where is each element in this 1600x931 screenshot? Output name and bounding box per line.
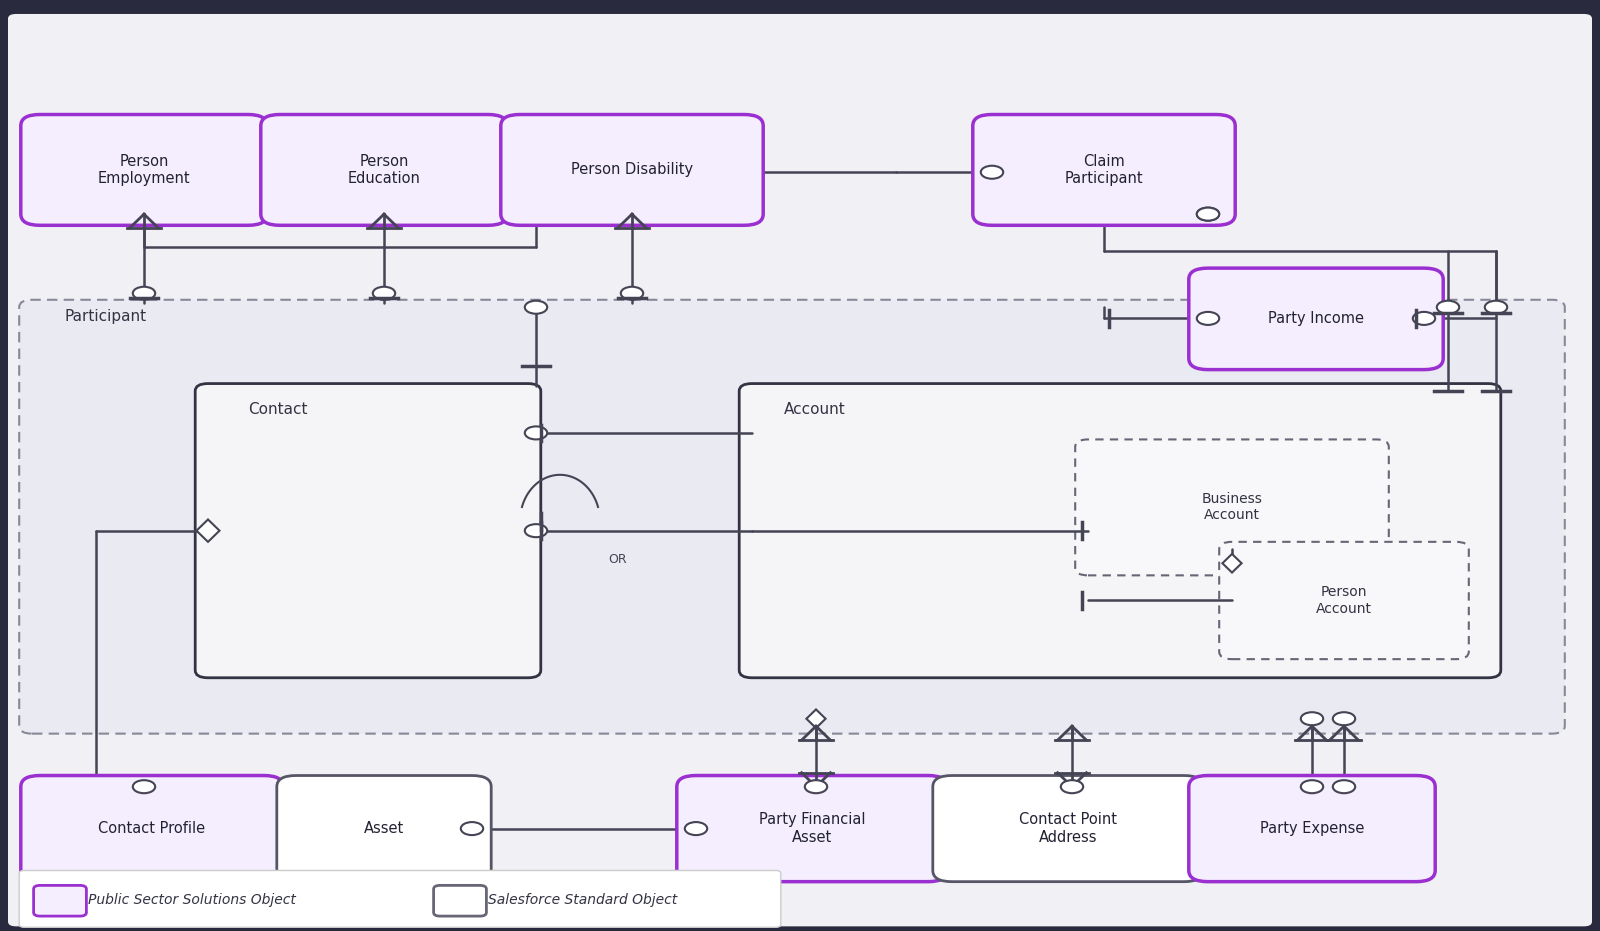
Text: Person
Account: Person Account: [1315, 586, 1373, 615]
Circle shape: [133, 287, 155, 300]
Circle shape: [1333, 780, 1355, 793]
Circle shape: [1333, 712, 1355, 725]
Circle shape: [1197, 312, 1219, 325]
Polygon shape: [1222, 554, 1242, 573]
FancyBboxPatch shape: [1075, 439, 1389, 575]
FancyBboxPatch shape: [195, 384, 541, 678]
Text: Contact: Contact: [248, 402, 307, 417]
Text: Party Financial
Asset: Party Financial Asset: [758, 813, 866, 844]
FancyBboxPatch shape: [973, 115, 1235, 225]
Text: Person
Employment: Person Employment: [98, 154, 190, 186]
Polygon shape: [197, 519, 219, 542]
Circle shape: [621, 287, 643, 300]
Text: Party Income: Party Income: [1267, 311, 1363, 327]
Circle shape: [1485, 301, 1507, 314]
Text: Salesforce Standard Object: Salesforce Standard Object: [488, 893, 677, 908]
Text: Person
Education: Person Education: [347, 154, 421, 186]
Polygon shape: [806, 709, 826, 728]
Text: Account: Account: [784, 402, 846, 417]
Circle shape: [133, 780, 155, 793]
Text: Person Disability: Person Disability: [571, 162, 693, 178]
Circle shape: [373, 287, 395, 300]
Circle shape: [1437, 301, 1459, 314]
FancyBboxPatch shape: [1189, 776, 1435, 882]
FancyBboxPatch shape: [19, 300, 1565, 734]
Circle shape: [805, 780, 827, 793]
Circle shape: [1301, 712, 1323, 725]
Text: Public Sector Solutions Object: Public Sector Solutions Object: [88, 893, 296, 908]
FancyBboxPatch shape: [261, 115, 507, 225]
FancyBboxPatch shape: [501, 115, 763, 225]
Text: Contact Point
Address: Contact Point Address: [1019, 813, 1117, 844]
Text: Claim
Participant: Claim Participant: [1064, 154, 1144, 186]
FancyBboxPatch shape: [21, 776, 283, 882]
Circle shape: [685, 822, 707, 835]
Text: OR: OR: [608, 553, 627, 566]
Circle shape: [461, 822, 483, 835]
Circle shape: [981, 166, 1003, 179]
Circle shape: [525, 426, 547, 439]
FancyBboxPatch shape: [434, 885, 486, 916]
Text: Asset: Asset: [363, 821, 405, 836]
FancyBboxPatch shape: [277, 776, 491, 882]
FancyBboxPatch shape: [739, 384, 1501, 678]
FancyBboxPatch shape: [21, 115, 267, 225]
Circle shape: [1197, 208, 1219, 221]
Circle shape: [1061, 780, 1083, 793]
FancyBboxPatch shape: [8, 14, 1592, 926]
FancyBboxPatch shape: [19, 870, 781, 927]
FancyBboxPatch shape: [677, 776, 947, 882]
Circle shape: [525, 301, 547, 314]
Circle shape: [1197, 208, 1219, 221]
FancyBboxPatch shape: [933, 776, 1203, 882]
Circle shape: [1301, 780, 1323, 793]
Text: Business
Account: Business Account: [1202, 492, 1262, 522]
Text: Contact Profile: Contact Profile: [99, 821, 205, 836]
FancyBboxPatch shape: [1189, 268, 1443, 370]
Text: Participant: Participant: [64, 309, 146, 324]
FancyBboxPatch shape: [1219, 542, 1469, 659]
Circle shape: [525, 524, 547, 537]
FancyBboxPatch shape: [34, 885, 86, 916]
Text: Party Expense: Party Expense: [1259, 821, 1365, 836]
Circle shape: [1413, 312, 1435, 325]
